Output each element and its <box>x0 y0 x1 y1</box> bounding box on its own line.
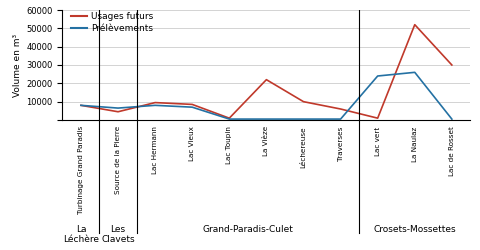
Line: Prélèvements: Prélèvements <box>81 72 452 119</box>
Prélèvements <box>412 71 418 74</box>
Usages futurs <box>264 78 269 81</box>
Y-axis label: Volume en m³: Volume en m³ <box>13 34 22 96</box>
Legend: Usages futurs, Prélèvements: Usages futurs, Prélèvements <box>71 12 153 33</box>
Prélèvements <box>449 118 455 120</box>
Usages futurs <box>300 100 306 103</box>
Prélèvements <box>264 118 269 120</box>
Text: Grand-Paradis-Culet: Grand-Paradis-Culet <box>203 225 293 234</box>
Usages futurs <box>338 108 344 110</box>
Text: Les
Clavets: Les Clavets <box>101 225 135 244</box>
Prélèvements <box>189 106 195 109</box>
Usages futurs <box>227 117 232 120</box>
Usages futurs <box>115 110 121 113</box>
Prélèvements <box>152 104 158 107</box>
Prélèvements <box>227 118 232 120</box>
Text: Crosets-Mossettes: Crosets-Mossettes <box>373 225 456 234</box>
Usages futurs <box>412 23 418 26</box>
Prélèvements <box>115 106 121 110</box>
Line: Usages futurs: Usages futurs <box>81 25 452 118</box>
Usages futurs <box>152 101 158 104</box>
Usages futurs <box>375 117 381 120</box>
Usages futurs <box>449 64 455 66</box>
Prélèvements <box>78 104 84 107</box>
Usages futurs <box>78 104 84 107</box>
Prélèvements <box>338 118 344 120</box>
Text: La
Léchère: La Léchère <box>63 225 99 244</box>
Usages futurs <box>189 103 195 106</box>
Prélèvements <box>375 74 381 78</box>
Prélèvements <box>300 118 306 120</box>
